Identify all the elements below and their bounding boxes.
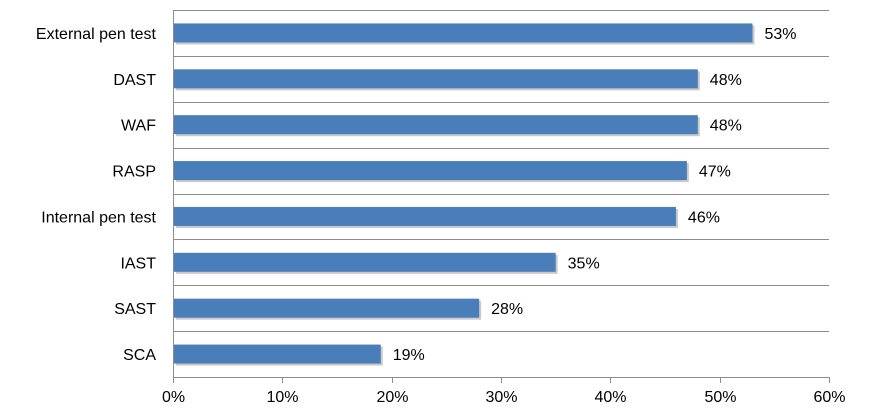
gridlines — [173, 10, 829, 378]
category-label: WAF — [121, 118, 156, 135]
category-label: RASP — [112, 164, 156, 181]
value-label: 19% — [393, 347, 425, 364]
x-tick-label: 10% — [266, 389, 298, 406]
category-label: External pen test — [36, 26, 157, 43]
value-label: 46% — [688, 209, 720, 226]
value-label: 48% — [710, 118, 742, 135]
bar — [174, 23, 753, 43]
category-labels: External pen test DAST WAF RASP Internal pen… — [36, 26, 157, 364]
bar — [174, 298, 480, 318]
x-tick-label: 20% — [376, 389, 408, 406]
bar — [174, 344, 381, 364]
category-label: SCA — [123, 347, 156, 364]
x-tick-label: 30% — [485, 389, 517, 406]
value-label: 53% — [764, 26, 796, 43]
bar — [174, 69, 698, 89]
x-tick-label: 50% — [704, 389, 736, 406]
bar — [174, 252, 556, 272]
x-axis: 0% 10% 20% 30% 40% 50% 60% — [162, 10, 846, 406]
x-tick-label: 40% — [594, 389, 626, 406]
value-label: 48% — [710, 72, 742, 89]
category-label: SAST — [114, 301, 156, 318]
bar — [174, 206, 676, 226]
bars — [174, 23, 755, 366]
x-tick-label: 60% — [813, 389, 845, 406]
category-label: IAST — [120, 255, 156, 272]
value-label: 35% — [568, 255, 600, 272]
value-label: 47% — [699, 164, 731, 181]
category-label: Internal pen test — [41, 209, 156, 226]
bar — [174, 161, 687, 181]
x-tick-label: 0% — [162, 389, 185, 406]
value-labels: 53% 48% 48% 47% 46% 35% 28% 19% — [393, 26, 797, 364]
category-label: DAST — [113, 72, 156, 89]
bar — [174, 115, 698, 135]
value-label: 28% — [491, 301, 523, 318]
